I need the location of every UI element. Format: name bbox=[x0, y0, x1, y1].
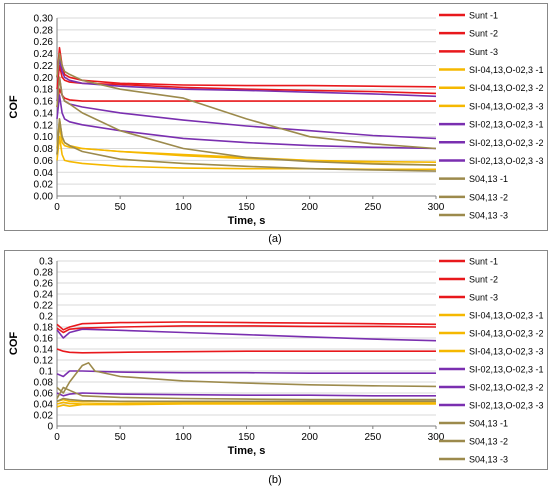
y-tick-label: 0.06 bbox=[34, 389, 54, 400]
y-tick-label: 0.06 bbox=[34, 156, 54, 167]
legend-entry: SI-02,13,O-02,3 -3 bbox=[469, 401, 544, 411]
y-tick-label: 0.26 bbox=[34, 37, 54, 48]
legend-entry: SI-04,13,O-02,3 -3 bbox=[469, 101, 544, 111]
y-tick-label: 0.04 bbox=[34, 168, 54, 179]
legend-entry: S04,13 -1 bbox=[469, 419, 508, 429]
series-line-sunt-2 bbox=[56, 64, 437, 95]
legend-entry: S04,13 -1 bbox=[469, 174, 508, 184]
y-tick-label: 0.16 bbox=[34, 97, 54, 108]
cof-chart-b: 00.020.040.060.080.10.120.140.160.180.20… bbox=[8, 257, 544, 465]
y-tick-label: 0.24 bbox=[34, 290, 54, 301]
legend-entry: SI-04,13,O-02,3 -2 bbox=[469, 83, 544, 93]
y-tick-label: 0.24 bbox=[34, 49, 54, 60]
series-line-si-02-13-o-02-3-3 bbox=[56, 392, 436, 397]
legend-entry: SI-02,13,O-02,3 -2 bbox=[469, 383, 544, 393]
y-tick-label: 0.00 bbox=[34, 192, 54, 203]
y-tick-label: 0.30 bbox=[34, 14, 54, 25]
series-line-sunt-3 bbox=[56, 348, 436, 354]
series-line-si-02-13-o-02-3-2 bbox=[56, 370, 436, 378]
y-tick-label: 0.1 bbox=[39, 367, 53, 378]
series-line-si-02-13-o-02-3-1 bbox=[56, 328, 437, 342]
legend-entry: Sunt -2 bbox=[469, 275, 498, 285]
y-tick-label: 0.22 bbox=[34, 61, 54, 72]
x-tick-label: 150 bbox=[238, 202, 255, 213]
legend-entry: Sunt -1 bbox=[469, 257, 498, 267]
legend-entry: SI-04,13,O-02,3 -3 bbox=[469, 347, 544, 357]
x-tick-label: 300 bbox=[428, 432, 445, 443]
x-tick-label: 100 bbox=[175, 202, 192, 213]
y-tick-label: 0.20 bbox=[34, 73, 54, 84]
x-tick-label: 50 bbox=[115, 202, 127, 213]
legend-entry: S04,13 -3 bbox=[469, 455, 508, 465]
series-line-si-04-13-o-02-3-3 bbox=[56, 403, 436, 408]
legend-entry: SI-02,13,O-02,3 -3 bbox=[469, 156, 544, 166]
x-tick-label: 0 bbox=[54, 202, 60, 213]
series-line-sunt-1 bbox=[56, 321, 437, 331]
legend-entry: Sunt -3 bbox=[469, 293, 498, 303]
x-tick-label: 250 bbox=[364, 432, 381, 443]
y-tick-label: 0.12 bbox=[34, 356, 54, 367]
panel-label-b: (b) bbox=[268, 474, 282, 486]
series-line-s04-13-1 bbox=[56, 52, 437, 150]
y-tick-label: 0.10 bbox=[34, 132, 54, 143]
y-tick-label: 0.2 bbox=[39, 312, 53, 323]
y-tick-label: 0.22 bbox=[34, 301, 54, 312]
legend-entry: SI-04,13,O-02,3 -2 bbox=[469, 329, 544, 339]
legend-entry: Sunt -2 bbox=[469, 29, 498, 39]
x-tick-label: 250 bbox=[364, 202, 381, 213]
legend-entry: SI-04,13,O-02,3 -1 bbox=[469, 65, 544, 75]
series-line-si-02-13-o-02-3-3 bbox=[56, 94, 437, 150]
x-tick-label: 150 bbox=[238, 432, 255, 443]
legend-entry: SI-02,13,O-02,3 -1 bbox=[469, 120, 544, 130]
series-line-s04-13-2 bbox=[56, 76, 437, 166]
y-tick-label: 0.3 bbox=[39, 257, 53, 268]
y-tick-label: 0.14 bbox=[34, 345, 54, 356]
y-axis-label: COF bbox=[8, 332, 20, 356]
y-axis-label: COF bbox=[8, 95, 20, 119]
y-tick-label: 0.18 bbox=[34, 85, 54, 96]
series-line-s04-13-2 bbox=[56, 386, 436, 401]
panel-label-a: (a) bbox=[268, 233, 282, 245]
y-tick-label: 0.04 bbox=[34, 400, 54, 411]
legend-entry: SI-02,13,O-02,3 -2 bbox=[469, 138, 544, 148]
legend-entry: S04,13 -3 bbox=[469, 211, 508, 221]
x-tick-label: 100 bbox=[175, 432, 192, 443]
y-tick-label: 0.18 bbox=[34, 323, 54, 334]
legend-entry: SI-04,13,O-02,3 -1 bbox=[469, 311, 544, 321]
y-tick-label: 0.28 bbox=[34, 25, 54, 36]
y-tick-label: 0.16 bbox=[34, 334, 54, 345]
series-line-s04-13-3 bbox=[56, 118, 437, 172]
y-tick-label: 0.08 bbox=[34, 144, 54, 155]
chart-panel-b: 0 0.02 0.04 0.06 0.08 0.1 0.12 0.14 0.16 0.18 0.2 0… bbox=[4, 250, 548, 470]
series-line-sunt-2 bbox=[56, 325, 437, 334]
y-tick-label: 0.02 bbox=[34, 180, 54, 191]
y-tick-label: 0.12 bbox=[34, 120, 54, 131]
legend-entry: SI-02,13,O-02,3 -1 bbox=[469, 365, 544, 375]
series-line-s04-13-3 bbox=[56, 397, 436, 403]
series-line-s04-13-1 bbox=[56, 362, 437, 394]
legend-entry: S04,13 -2 bbox=[469, 192, 508, 202]
y-tick-label: 0.08 bbox=[34, 378, 54, 389]
x-tick-label: 50 bbox=[115, 432, 127, 443]
legend-entry: Sunt -1 bbox=[469, 11, 498, 21]
chart-panel-a: 0.00 0.02 0.04 0.06 0.08 0.10 0.12 0.14 0.16 0.18… bbox=[4, 3, 548, 231]
x-tick-label: 200 bbox=[301, 202, 318, 213]
x-axis-label: Time, s bbox=[228, 445, 266, 457]
y-tick-label: 0.28 bbox=[34, 268, 54, 279]
series-line-si-04-13-o-02-3-2 bbox=[56, 401, 436, 405]
x-tick-label: 300 bbox=[428, 202, 445, 213]
x-tick-label: 200 bbox=[301, 432, 318, 443]
y-tick-label: 0.14 bbox=[34, 108, 54, 119]
x-tick-label: 0 bbox=[54, 432, 60, 443]
cof-chart-a: 0.000.020.040.060.080.100.120.140.160.18… bbox=[8, 11, 544, 228]
y-tick-label: 0.02 bbox=[34, 411, 54, 422]
y-tick-label: 0.26 bbox=[34, 279, 54, 290]
legend-entry: S04,13 -2 bbox=[469, 437, 508, 447]
legend-entry: Sunt -3 bbox=[469, 47, 498, 57]
x-axis-label: Time, s bbox=[228, 215, 266, 227]
y-tick-label: 0 bbox=[47, 422, 53, 433]
